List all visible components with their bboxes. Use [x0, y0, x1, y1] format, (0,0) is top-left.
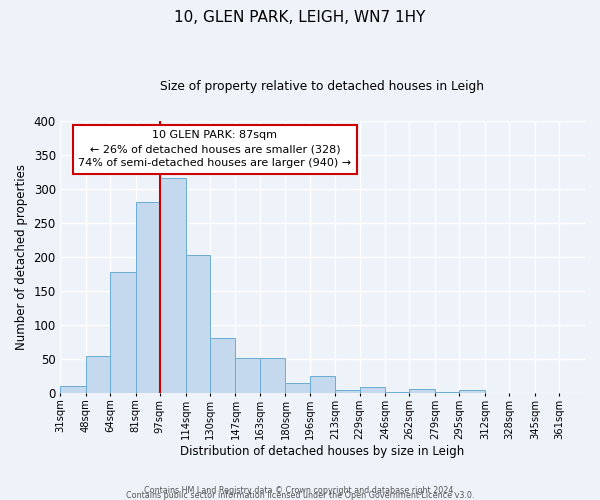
Bar [385, 392, 409, 393]
Bar [335, 390, 359, 393]
Text: Contains public sector information licensed under the Open Government Licence v3: Contains public sector information licen… [126, 490, 474, 500]
Bar [435, 392, 460, 393]
Text: Contains HM Land Registry data © Crown copyright and database right 2024.: Contains HM Land Registry data © Crown c… [144, 486, 456, 495]
Bar [286, 383, 310, 393]
Bar [60, 386, 86, 393]
Y-axis label: Number of detached properties: Number of detached properties [15, 164, 28, 350]
Bar [310, 376, 335, 393]
Bar [86, 356, 110, 393]
Bar [359, 387, 385, 393]
Bar [409, 389, 435, 393]
Title: Size of property relative to detached houses in Leigh: Size of property relative to detached ho… [160, 80, 484, 93]
Bar [110, 272, 136, 393]
X-axis label: Distribution of detached houses by size in Leigh: Distribution of detached houses by size … [181, 444, 464, 458]
Bar [235, 358, 260, 393]
Bar [185, 254, 210, 393]
Bar [136, 202, 160, 393]
Bar [460, 390, 485, 393]
Bar [160, 178, 185, 393]
Text: 10 GLEN PARK: 87sqm
← 26% of detached houses are smaller (328)
74% of semi-detac: 10 GLEN PARK: 87sqm ← 26% of detached ho… [78, 130, 352, 168]
Text: 10, GLEN PARK, LEIGH, WN7 1HY: 10, GLEN PARK, LEIGH, WN7 1HY [175, 10, 425, 25]
Bar [210, 338, 235, 393]
Bar [260, 358, 286, 393]
